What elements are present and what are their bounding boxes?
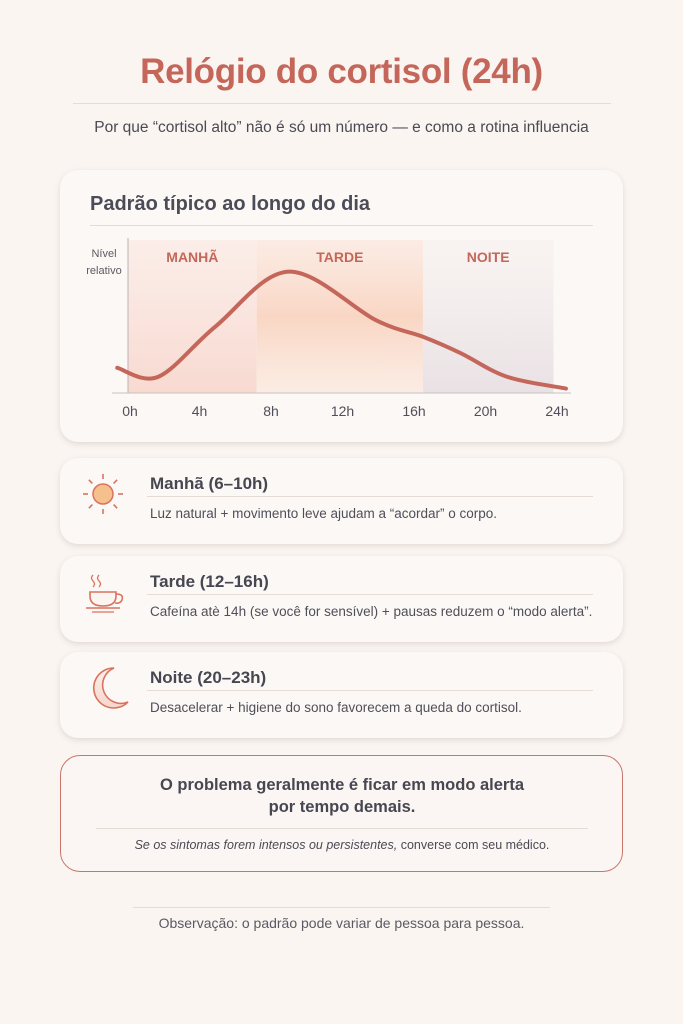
x-tick-label: 0h (122, 403, 138, 419)
x-tick-label: 8h (263, 403, 279, 419)
page-title: Relógio do cortisol (24h) (140, 52, 543, 91)
band-label: NOITE (467, 249, 510, 265)
x-tick-label: 4h (192, 403, 208, 419)
page-subtitle: Por que “cortisol alto” não é só um núme… (94, 119, 589, 136)
y-axis-label-line2: relativo (86, 265, 121, 277)
alert-box (60, 755, 623, 872)
tip-title: Manhã (6–10h) (150, 474, 269, 493)
sun-icon (83, 474, 123, 514)
footer-divider (133, 907, 550, 908)
alert-title: O problema geralmente é ficar em modo al… (60, 774, 624, 818)
x-tick-label: 24h (545, 403, 568, 419)
x-tick-label: 20h (474, 403, 497, 419)
tip-card (60, 556, 623, 642)
band-0 (128, 240, 257, 393)
moon-icon (92, 667, 129, 709)
tip-title: Noite (20–23h) (150, 668, 267, 687)
chart-title: Padrão típico ao longo do dia (90, 193, 371, 215)
band-label: MANHÃ (166, 248, 218, 265)
tip-card (60, 458, 623, 544)
alert-divider (96, 828, 588, 829)
title-divider (73, 103, 611, 104)
tip-divider (147, 690, 593, 691)
tip-text: Desacelerar + higiene do sono favorecem … (150, 700, 522, 715)
y-axis-label-line1: Nível (91, 248, 116, 260)
band-label: TARDE (316, 249, 363, 265)
band-1 (256, 240, 423, 393)
chart-title-divider (90, 225, 593, 226)
footer-note: Observação: o padrão pode variar de pess… (158, 915, 525, 931)
alert-note: Se os sintomas forem intensos ou persist… (60, 838, 624, 852)
alert-note-italic: Se os sintomas forem intensos ou persist… (134, 838, 398, 852)
tip-card (60, 652, 623, 738)
cortisol-curve (115, 269, 568, 391)
tip-text: Luz natural + movimento leve ajudam a “a… (150, 506, 498, 521)
cortisol-chart: Nível relativo MANHÃ TARDE NOITE 0h 4h 8h 12h… (86, 238, 571, 419)
tip-title: Tarde (12–16h) (150, 572, 269, 591)
alert-title-line2: por tempo demais. (268, 798, 416, 816)
alert-note-regular: converse com seu médico. (397, 838, 550, 852)
coffee-cup-icon (86, 574, 124, 613)
x-tick-label: 16h (402, 403, 425, 419)
tip-text: Cafeína atè 14h (se você for sensível) +… (150, 604, 593, 619)
tip-divider (147, 496, 593, 497)
alert-title-line1: O problema geralmente é ficar em modo al… (159, 776, 525, 794)
x-tick-label: 12h (331, 403, 354, 419)
tip-divider (147, 594, 593, 595)
